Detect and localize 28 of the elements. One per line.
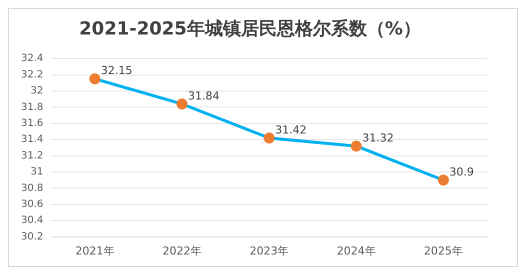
x-tick-label: 2025年 [424, 244, 463, 258]
y-tick-label: 32 [30, 86, 44, 97]
data-label: 31.32 [362, 131, 394, 144]
data-label: 31.42 [275, 123, 307, 136]
data-label: 31.84 [188, 89, 220, 102]
x-tick-label: 2022年 [162, 244, 202, 258]
point [89, 73, 100, 84]
y-tick-label: 31.6 [21, 118, 44, 129]
y-tick-label: 30.8 [21, 182, 44, 194]
y-tick-label: 31.2 [21, 150, 44, 162]
point [264, 132, 275, 144]
point [438, 174, 449, 186]
point [350, 140, 362, 152]
point [176, 98, 188, 110]
y-tick-label: 32.4 [21, 53, 44, 64]
chart-title: 2021-2025年城镇居民恩格尔系数（%） [79, 18, 421, 40]
x-tick-label: 2023年 [250, 244, 289, 258]
y-tick-label: 31.8 [21, 102, 44, 113]
y-tick-label: 31.4 [21, 134, 44, 146]
y-tick-label: 31 [30, 166, 44, 178]
y-tick-label: 30.6 [21, 198, 44, 210]
data-label: 30.9 [449, 165, 474, 178]
y-tick-label: 32.2 [21, 69, 44, 80]
x-tick-label: 2024年 [336, 244, 376, 258]
y-tick-label: 30.4 [21, 215, 44, 226]
y-tick-label: 30.2 [21, 231, 44, 242]
x-tick-label: 2021年 [75, 244, 114, 258]
data-label: 32.15 [100, 64, 132, 78]
